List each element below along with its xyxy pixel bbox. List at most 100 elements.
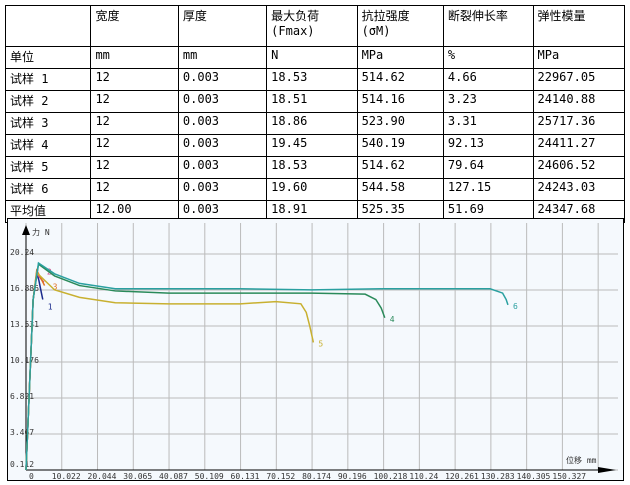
y-tick-label: 3.467 [10,428,34,437]
y-axis-arrow-icon [22,225,30,235]
table-cell: 0.003 [177,156,268,179]
table-cell: 试样 1 [4,68,92,91]
table-cell: 540.19 [356,134,444,157]
table-cell: mm [90,46,179,69]
x-tick-label: 80.174 [302,472,331,480]
x-tick-label: 20.044 [88,472,117,480]
table-cell: 514.16 [356,90,444,113]
table-cell: 试样 6 [4,178,92,201]
table-row: 试样 6 12 0.003 19.60 544.58 127.15 24243.03 [4,178,625,201]
table-cell: 24606.52 [532,156,625,179]
y-tick-label: 13.531 [10,320,39,329]
table-cell: 18.53 [266,68,358,91]
x-tick-label: 150.327 [552,472,586,480]
x-tick-label: 100.218 [374,472,408,480]
table-row: 试样 5 12 0.003 18.53 514.62 79.64 24606.52 [4,156,625,179]
series-label-6: 6 [513,302,518,311]
table-cell: 92.13 [442,134,534,157]
table-cell: 12 [90,178,179,201]
series-line-5 [25,271,315,471]
y-tick-label: 16.886 [10,284,39,293]
table-cell: 12 [90,90,179,113]
table-cell: 523.90 [356,112,444,135]
table-cell [4,5,92,47]
table-cell: 试样 2 [4,90,92,113]
table-row: 试样 1 12 0.003 18.53 514.62 4.66 22967.05 [4,68,625,91]
table-cell: 18.86 [266,112,358,135]
table-cell: 514.62 [356,68,444,91]
series-label-5: 5 [318,339,323,348]
y-tick-label: 20.24 [10,248,34,257]
table-cell: 厚度 [177,5,268,47]
y-tick-label: 6.821 [10,392,34,401]
series-line-4 [25,262,386,471]
series-line-3 [25,268,46,471]
table-cell: 0.003 [177,68,268,91]
x-tick-label: 60.131 [231,472,260,480]
table-cell: N [266,46,358,69]
x-tick-label: 120.261 [445,472,479,480]
table-cell: mm [177,46,268,69]
table-cell: 试样 4 [4,134,92,157]
table-cell: 4.66 [442,68,534,91]
table-cell: 18.51 [266,90,358,113]
table-cell: 19.60 [266,178,358,201]
table-cell: 弹性模量 [532,5,625,47]
table-cell: 0.003 [177,178,268,201]
table-row: 试样 4 12 0.003 19.45 540.19 92.13 24411.27 [4,134,625,157]
table-cell: 试样 5 [4,156,92,179]
x-axis-label: 位移 mm [566,455,597,465]
table-cell: % [442,46,534,69]
table-row: 试样 2 12 0.003 18.51 514.16 3.23 24140.88 [4,90,625,113]
table-cell: 0.003 [177,90,268,113]
series-line-1 [25,272,44,471]
table-cell: 0.003 [177,134,268,157]
table-cell: 单位 [4,46,92,69]
table-cell: MPa [532,46,625,69]
table-cell: 12 [90,134,179,157]
x-tick-label: 110.24 [409,472,438,480]
table-cell: 25717.36 [532,112,625,135]
table-cell: 最大负荷 (Fmax) [266,5,358,47]
x-tick-label: 40.087 [159,472,188,480]
y-axis-label: 力 N [32,227,50,237]
table-row: 试样 3 12 0.003 18.86 523.90 3.31 25717.36 [4,112,625,135]
x-tick-label: 0 [29,472,34,480]
table-cell: 12 [90,156,179,179]
table-cell: 127.15 [442,178,534,201]
table-row: 宽度 厚度 最大负荷 (Fmax) 抗拉强度 (σM) 断裂伸长率 弹性模量 [4,5,625,47]
table-cell: 12 [90,112,179,135]
x-tick-label: 10.022 [52,472,81,480]
table-cell: 18.53 [266,156,358,179]
table-cell: 24140.88 [532,90,625,113]
x-axis-arrow-icon [598,467,616,473]
table-cell: 525.35 [356,200,444,223]
table-row: 单位 mm mm N MPa% MPa [4,46,625,69]
x-tick-label: 130.283 [481,472,515,480]
table-cell: 514.62 [356,156,444,179]
table-cell: 79.64 [442,156,534,179]
table-cell: 3.23 [442,90,534,113]
table-cell: 断裂伸长率 [442,5,534,47]
x-tick-label: 140.305 [517,472,551,480]
table-cell: 宽度 [90,5,179,47]
table-cell: 19.45 [266,134,358,157]
table-cell: MPa [356,46,444,69]
table-cell: 试样 3 [4,112,92,135]
table-cell: 0.003 [177,112,268,135]
y-tick-label: 10.176 [10,356,39,365]
table-cell: 544.58 [356,178,444,201]
x-tick-label: 70.152 [266,472,295,480]
chart-svg: 0 10.022 20.044 30.065 40.087 50.109 60.131 70.… [10,223,618,480]
table-cell: 抗拉强度 (σM) [356,5,444,47]
table-row: 平均值 12.00 0.003 18.91 525.35 51.69 24347.68 [4,200,625,223]
table-cell: 24243.03 [532,178,625,201]
series-label-3: 3 [53,283,58,292]
table-cell: 22967.05 [532,68,625,91]
table-cell: 24411.27 [532,134,625,157]
force-displacement-chart: 0 10.022 20.044 30.065 40.087 50.109 60.131 70.… [7,218,624,481]
results-table: 宽度 厚度 最大负荷 (Fmax) 抗拉强度 (σM) 断裂伸长率 弹性模量 单位 mm mm N… [4,5,625,223]
y-tick-label: 0.112 [10,460,34,469]
x-tick-label: 90.196 [338,472,367,480]
series-line-6 [25,261,509,471]
